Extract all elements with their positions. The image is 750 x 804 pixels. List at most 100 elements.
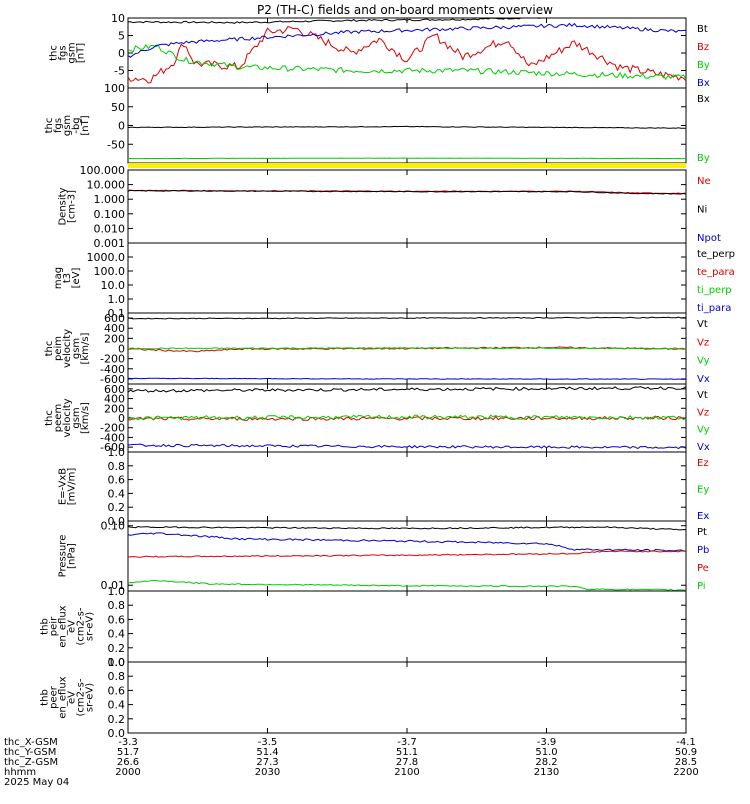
y-tick-label: 0.1: [108, 307, 126, 320]
x-tick-value: -3.3: [118, 737, 138, 748]
series-line-pe: [127, 550, 687, 558]
x-tick-value: 2000: [115, 767, 140, 778]
y-tick-label: -400: [100, 431, 125, 444]
panel-frame: [127, 661, 687, 734]
legend-ti-perp: ti_perp: [697, 285, 732, 296]
y-tick-label: 0.8: [108, 599, 126, 612]
x-tick-value: 51.4: [256, 747, 278, 758]
y-tick-label: 0.0: [108, 515, 126, 528]
panels: 1050-5thcfgsgsm[nT]BtBzByBx100500-50thcf…: [40, 12, 736, 740]
series-line-vy: [127, 346, 687, 350]
y-tick-label: 100: [104, 82, 125, 95]
panel-frame: [127, 451, 687, 522]
x-tick-value: -3.5: [258, 737, 278, 748]
legend-ne: Ne: [697, 176, 711, 187]
y-axis-label-line: thb: [40, 618, 51, 635]
series-line-vt: [127, 316, 687, 320]
x-tick-value: 2200: [673, 767, 698, 778]
panel-8: 0.10 0.01 Pressure[nPa] Pt Pb Pe Pi: [58, 520, 710, 593]
y-tick-label: -400: [100, 363, 125, 376]
y-tick-label: 0.2: [108, 642, 126, 655]
y-tick-label: 1000.0: [87, 251, 126, 264]
y-tick-label: 1.0: [108, 446, 126, 459]
panel-frame: [127, 590, 687, 663]
series-line-bz: [127, 26, 687, 84]
y-tick-label: 0.010: [94, 222, 126, 235]
x-tick-value: 27.3: [256, 757, 278, 768]
y-tick-label: 0.6: [108, 613, 126, 626]
y-axis-label-line: eV: [67, 691, 78, 704]
x-tick-value: 28.2: [535, 757, 557, 768]
y-axis-label-line: velocity: [62, 329, 73, 368]
series-line-vx: [127, 377, 687, 380]
x-tick-value: 51.7: [117, 747, 139, 758]
x-tick-value: 27.8: [396, 757, 418, 768]
y-axis-label-line: [mV/m]: [67, 468, 78, 506]
y-axis-label-line: peir: [49, 616, 60, 636]
y-axis-label-line: -bg: [71, 117, 82, 133]
y-tick-label: -5: [114, 65, 125, 78]
y-axis-label-line: fgs: [53, 118, 64, 133]
y-tick-label: 0.10: [101, 520, 126, 533]
legend-by: By: [697, 153, 710, 164]
y-axis-label-line: t3: [62, 273, 73, 283]
y-tick-label: 0.4: [108, 487, 126, 500]
y-tick-label: 10.0: [101, 279, 126, 292]
y-axis-label-line: gsm: [71, 407, 82, 428]
y-axis-label-line: en_eflux: [58, 676, 69, 718]
legend-bz: Bz: [697, 42, 709, 53]
y-tick-label: 10: [111, 12, 125, 25]
legend-bx: Bx: [697, 78, 710, 89]
y-tick-label: 5: [118, 30, 125, 43]
y-axis-label-line: gsm: [62, 115, 73, 136]
legend-pt: Pt: [697, 527, 707, 538]
series-line-by: [127, 43, 687, 80]
y-axis-label-line: [km/s]: [80, 332, 91, 364]
legend-by: By: [697, 60, 710, 71]
y-tick-label: 1.0: [108, 656, 126, 669]
legend-bx: Bx: [697, 94, 710, 105]
legend-vt: Vt: [697, 390, 708, 401]
y-tick-label: 0.100: [94, 208, 126, 221]
legend-ni: Ni: [697, 205, 707, 216]
panel-frame: [127, 87, 687, 164]
y-tick-label: 100.000: [80, 164, 126, 177]
y-tick-label: 0.2: [108, 713, 126, 726]
y-axis-label-line: [nT]: [80, 115, 91, 135]
y-tick-label: 200: [104, 332, 125, 345]
y-tick-label: 0: [118, 412, 125, 425]
y-axis-label-line: [cm-3]: [67, 190, 78, 223]
x-axis-row-label: thc_X-GSM: [4, 737, 58, 748]
legend-ez: Ez: [697, 458, 709, 469]
y-tick-label: 400: [104, 322, 125, 335]
x-tick-value: 26.6: [117, 757, 139, 768]
y-axis-label-line: [km/s]: [80, 402, 91, 434]
panel-7: 1.00.80.60.40.20.0 E=-VxB[mV/m] Ez Ey Ex: [58, 446, 710, 528]
plot-title: P2 (TH-C) fields and on-board moments ov…: [257, 3, 553, 17]
y-axis-label-line: gsm: [67, 42, 78, 63]
x-axis-row-label: thc_Y-GSM: [4, 747, 56, 758]
legend-bt: Bt: [697, 24, 708, 35]
y-axis-label-line: E=-VxB: [58, 468, 69, 505]
y-tick-label: -200: [100, 353, 125, 366]
y-axis-label-line: sr-eV): [85, 683, 96, 712]
legend-pb: Pb: [697, 545, 709, 556]
panel-frame: [127, 17, 687, 89]
y-tick-label: 0.0: [108, 727, 126, 740]
panel-10: 1.00.80.60.40.20.0thbpeeren_efluxeV(cm2-…: [40, 656, 687, 740]
y-axis-label-line: peim: [53, 336, 64, 361]
y-axis-label-line: [nT]: [76, 43, 87, 63]
y-tick-label: 0: [118, 47, 125, 60]
series-line-pt: [127, 525, 687, 531]
series-line-pi: [127, 579, 687, 591]
y-axis-label-line: velocity: [62, 398, 73, 437]
y-tick-label: 0.0: [108, 656, 126, 669]
y-tick-label: 600: [104, 312, 125, 325]
